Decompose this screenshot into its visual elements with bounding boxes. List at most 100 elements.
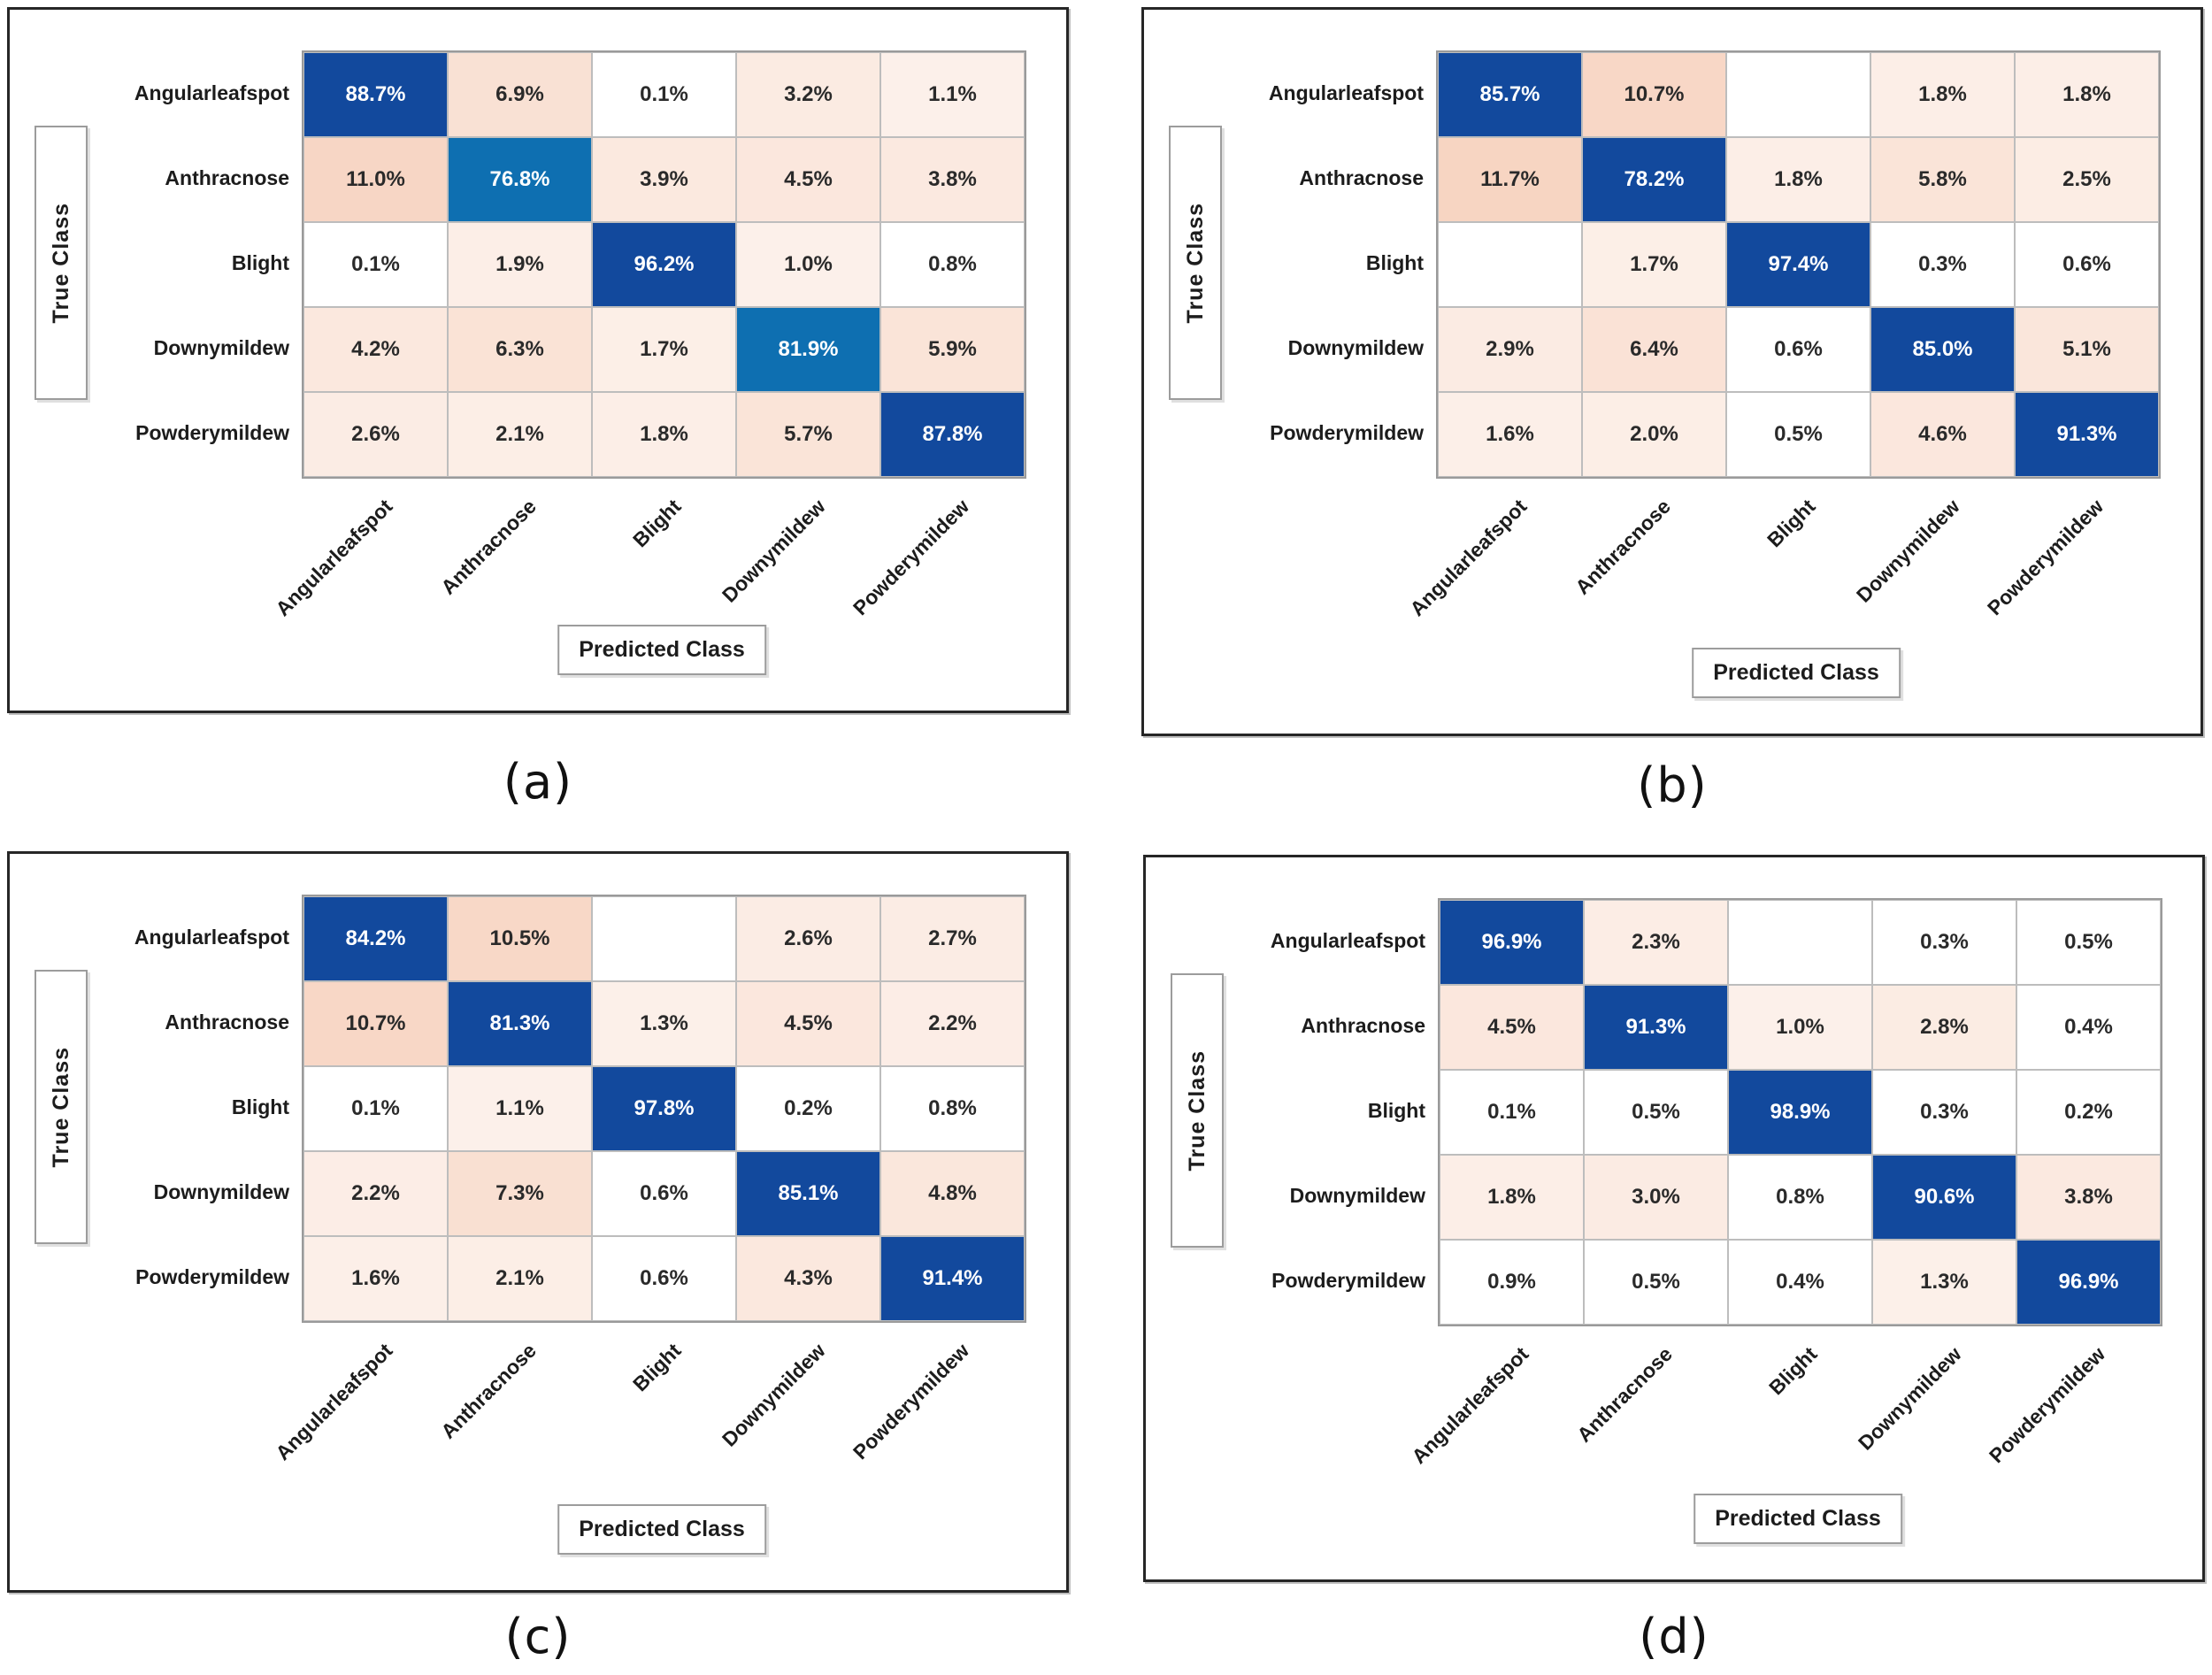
matrix-cell-b-r2c2: 78.2% xyxy=(1582,137,1726,222)
matrix-cell-a-r5c4: 5.7% xyxy=(736,392,880,477)
matrix-cell-c-r5c5: 91.4% xyxy=(880,1236,1025,1321)
matrix-cell-c-r4c2: 7.3% xyxy=(448,1151,592,1236)
confusion-grid: 88.7% 6.9% 0.1% 3.2% 1.1% 11.0% 76.8% 3.9% 4.5% 3… xyxy=(302,50,1026,479)
matrix-cell-d-r4c3: 0.8% xyxy=(1728,1155,1872,1240)
matrix-cell-c-r2c4: 4.5% xyxy=(736,981,880,1066)
true-class-axis-label: True Class xyxy=(1169,126,1222,400)
col-label-angularleafspot: Angularleafspot xyxy=(271,1339,397,1465)
matrix-cell-d-r4c5: 3.8% xyxy=(2016,1155,2161,1240)
matrix-cell-a-r5c2: 2.1% xyxy=(448,392,592,477)
matrix-cell-b-r2c3: 1.8% xyxy=(1726,137,1870,222)
panel-caption-b: (b) xyxy=(1637,757,1708,813)
matrix-cell-d-r4c4: 90.6% xyxy=(1872,1155,2016,1240)
matrix-cell-c-r4c1: 2.2% xyxy=(303,1151,448,1236)
matrix-cell-c-r3c3: 97.8% xyxy=(592,1066,736,1151)
row-label-anthracnose: Anthracnose xyxy=(165,166,289,189)
confusion-matrix-panel-b: True Class Angularleafspot Anthracnose Blig… xyxy=(1141,7,2203,736)
matrix-cell-d-r3c5: 0.2% xyxy=(2016,1070,2161,1155)
matrix-cell-c-r3c4: 0.2% xyxy=(736,1066,880,1151)
predicted-class-axis-label: Predicted Class xyxy=(1692,648,1901,698)
matrix-cell-c-r5c4: 4.3% xyxy=(736,1236,880,1321)
matrix-cell-b-r5c4: 4.6% xyxy=(1870,392,2015,477)
matrix-cell-a-r1c3: 0.1% xyxy=(592,52,736,137)
matrix-cell-d-r1c1: 96.9% xyxy=(1440,900,1584,985)
row-label-blight: Blight xyxy=(1367,1099,1425,1122)
col-label-powderymildew: Powderymildew xyxy=(849,495,974,620)
row-label-blight: Blight xyxy=(231,1095,289,1118)
confusion-matrix-panel-d: True Class Angularleafspot Anthracnose Blig… xyxy=(1143,855,2205,1582)
matrix-cell-b-r1c1: 85.7% xyxy=(1438,52,1582,137)
matrix-cell-d-r5c5: 96.9% xyxy=(2016,1240,2161,1325)
row-label-powderymildew: Powderymildew xyxy=(1271,1269,1425,1292)
matrix-cell-a-r3c5: 0.8% xyxy=(880,222,1025,307)
matrix-cell-a-r1c5: 1.1% xyxy=(880,52,1025,137)
matrix-cell-c-r5c3: 0.6% xyxy=(592,1236,736,1321)
row-label-anthracnose: Anthracnose xyxy=(1301,1014,1425,1037)
matrix-cell-d-r5c3: 0.4% xyxy=(1728,1240,1872,1325)
matrix-cell-d-r5c4: 1.3% xyxy=(1872,1240,2016,1325)
matrix-cell-b-r1c4: 1.8% xyxy=(1870,52,2015,137)
predicted-class-axis-label: Predicted Class xyxy=(557,625,766,675)
panel-caption-d: (d) xyxy=(1639,1609,1709,1664)
matrix-cell-b-r2c1: 11.7% xyxy=(1438,137,1582,222)
matrix-cell-b-r5c2: 2.0% xyxy=(1582,392,1726,477)
row-label-powderymildew: Powderymildew xyxy=(1270,421,1424,444)
matrix-cell-a-r5c3: 1.8% xyxy=(592,392,736,477)
matrix-cell-c-r3c5: 0.8% xyxy=(880,1066,1025,1151)
matrix-cell-b-r1c3 xyxy=(1726,52,1870,137)
row-label-blight: Blight xyxy=(231,251,289,274)
matrix-cell-d-r3c3: 98.9% xyxy=(1728,1070,1872,1155)
matrix-cell-c-r2c3: 1.3% xyxy=(592,981,736,1066)
matrix-cell-d-r3c1: 0.1% xyxy=(1440,1070,1584,1155)
matrix-cell-d-r2c1: 4.5% xyxy=(1440,985,1584,1070)
matrix-cell-d-r2c3: 1.0% xyxy=(1728,985,1872,1070)
matrix-cell-c-r1c5: 2.7% xyxy=(880,896,1025,981)
row-label-powderymildew: Powderymildew xyxy=(135,1265,289,1288)
matrix-cell-d-r2c5: 0.4% xyxy=(2016,985,2161,1070)
matrix-cell-b-r4c5: 5.1% xyxy=(2015,307,2159,392)
matrix-cell-d-r3c4: 0.3% xyxy=(1872,1070,2016,1155)
col-label-blight: Blight xyxy=(627,1339,686,1396)
matrix-cell-d-r1c5: 0.5% xyxy=(2016,900,2161,985)
matrix-cell-a-r1c1: 88.7% xyxy=(303,52,448,137)
predicted-class-axis-label: Predicted Class xyxy=(1694,1494,1902,1544)
matrix-cell-c-r2c1: 10.7% xyxy=(303,981,448,1066)
matrix-cell-a-r4c1: 4.2% xyxy=(303,307,448,392)
matrix-cell-b-r3c4: 0.3% xyxy=(1870,222,2015,307)
col-label-anthracnose: Anthracnose xyxy=(1571,495,1676,599)
matrix-cell-d-r2c4: 2.8% xyxy=(1872,985,2016,1070)
matrix-cell-a-r4c2: 6.3% xyxy=(448,307,592,392)
row-label-anthracnose: Anthracnose xyxy=(165,1010,289,1033)
matrix-cell-b-r4c4: 85.0% xyxy=(1870,307,2015,392)
row-label-angularleafspot: Angularleafspot xyxy=(134,81,289,104)
matrix-cell-a-r5c5: 87.8% xyxy=(880,392,1025,477)
matrix-cell-b-r5c1: 1.6% xyxy=(1438,392,1582,477)
matrix-cell-a-r2c2: 76.8% xyxy=(448,137,592,222)
matrix-cell-a-r2c3: 3.9% xyxy=(592,137,736,222)
confusion-matrix-panel-c: True Class Angularleafspot Anthracnose Blig… xyxy=(7,851,1069,1593)
matrix-cell-a-r1c4: 3.2% xyxy=(736,52,880,137)
matrix-cell-a-r5c1: 2.6% xyxy=(303,392,448,477)
matrix-cell-b-r1c5: 1.8% xyxy=(2015,52,2159,137)
confusion-matrix-panel-a: True Class Angularleafspot Anthracnose Blig… xyxy=(7,7,1069,713)
matrix-cell-d-r4c2: 3.0% xyxy=(1584,1155,1728,1240)
confusion-grid: 85.7% 10.7% 1.8% 1.8% 11.7% 78.2% 1.8% 5.8% 2.5%… xyxy=(1436,50,2161,479)
row-label-blight: Blight xyxy=(1365,251,1424,274)
predicted-class-axis-label: Predicted Class xyxy=(557,1504,766,1555)
true-class-axis-label: True Class xyxy=(1171,973,1224,1248)
matrix-cell-b-r1c2: 10.7% xyxy=(1582,52,1726,137)
true-class-axis-label: True Class xyxy=(35,126,88,400)
matrix-cell-c-r1c4: 2.6% xyxy=(736,896,880,981)
matrix-cell-c-r5c1: 1.6% xyxy=(303,1236,448,1321)
matrix-cell-c-r5c2: 2.1% xyxy=(448,1236,592,1321)
col-label-angularleafspot: Angularleafspot xyxy=(1405,495,1532,621)
matrix-cell-c-r1c2: 10.5% xyxy=(448,896,592,981)
matrix-cell-c-r4c5: 4.8% xyxy=(880,1151,1025,1236)
matrix-cell-a-r3c3: 96.2% xyxy=(592,222,736,307)
matrix-cell-a-r3c4: 1.0% xyxy=(736,222,880,307)
matrix-cell-a-r2c5: 3.8% xyxy=(880,137,1025,222)
matrix-cell-d-r1c2: 2.3% xyxy=(1584,900,1728,985)
col-label-anthracnose: Anthracnose xyxy=(436,1339,541,1443)
col-label-powderymildew: Powderymildew xyxy=(1983,495,2108,620)
matrix-cell-a-r2c1: 11.0% xyxy=(303,137,448,222)
